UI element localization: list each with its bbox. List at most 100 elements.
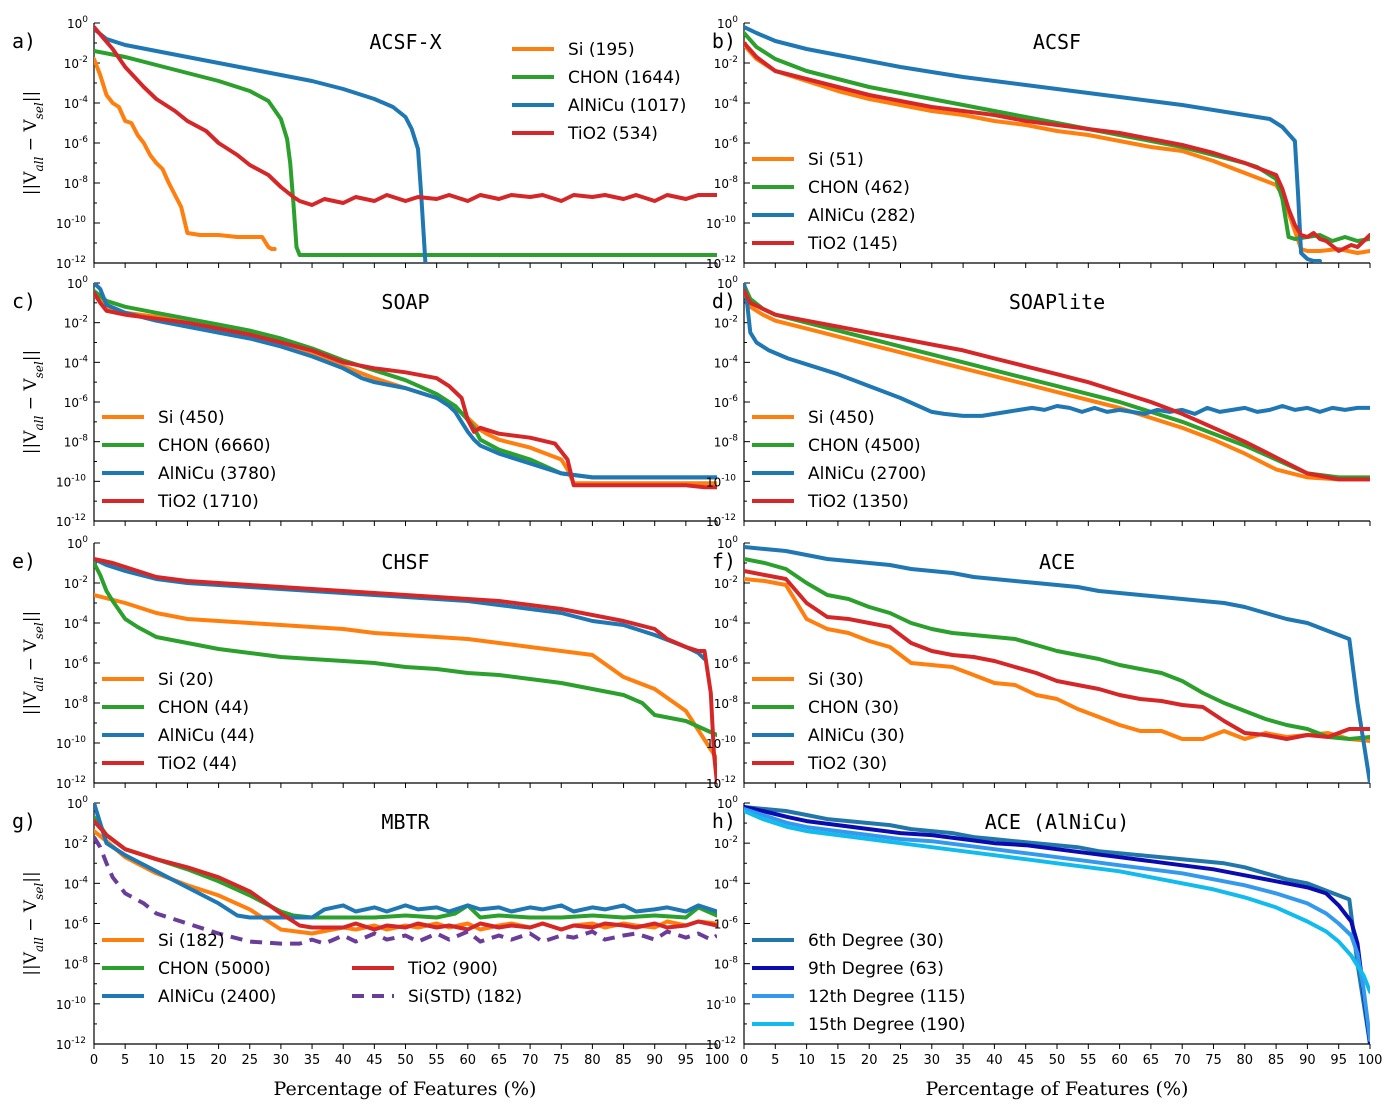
y-tick-label: 100 <box>717 535 738 551</box>
x-tick-label: 65 <box>491 1053 508 1068</box>
y-tick-label: 100 <box>717 795 738 811</box>
panel-title: ACE <box>1039 550 1075 574</box>
y-axis-label: ||Vall − Vsel|| <box>21 350 46 455</box>
series-line-si <box>744 290 1370 482</box>
legend: Si (450) CHON (4500) AlNiCu (2700) TiO2 (13… <box>752 408 926 512</box>
x-tick-label: 5 <box>121 1053 129 1068</box>
series-line-tio2 <box>744 41 1370 253</box>
x-tick-label: 15 <box>179 1053 196 1068</box>
panel-label: d) <box>712 289 736 313</box>
legend-label: Si (195) <box>568 40 635 60</box>
panel-title: MBTR <box>381 810 430 834</box>
series-line-chon <box>94 49 717 257</box>
y-tick-label: 10-8 <box>64 434 89 450</box>
panel-label: c) <box>12 289 36 313</box>
x-tick-label: 90 <box>646 1053 663 1068</box>
y-tick-label: 10-12 <box>706 255 736 271</box>
legend: Si (20) CHON (44) AlNiCu (44) TiO2 (44) <box>102 670 255 774</box>
x-tick-label: 55 <box>1080 1053 1097 1068</box>
y-tick-label: 10-8 <box>64 175 89 191</box>
y-tick-label: 100 <box>717 275 738 291</box>
panel-b: 100 10-2 10-4 10-6 10-8 10-10 10-12 b) ACSF Si (5… <box>706 15 1371 271</box>
y-tick-label: 10-10 <box>56 996 86 1012</box>
x-tick-label: 80 <box>1237 1053 1254 1068</box>
panel-h: 100 10-2 10-4 10-6 10-8 10-10 10-12 0 5 10 15 20 25 3… <box>706 795 1382 1068</box>
y-tick-label: 10-4 <box>714 354 739 370</box>
series-line-chon <box>94 561 717 737</box>
legend: Si (51) CHON (462) AlNiCu (282) TiO2 (145) <box>752 150 916 254</box>
y-tick-label: 10-10 <box>706 473 736 489</box>
y-tick-label: 10-12 <box>56 1036 86 1052</box>
series-line-12th-degree <box>744 807 1370 1042</box>
panel-label: a) <box>12 29 36 53</box>
legend-label: TiO2 (1350) <box>807 492 909 512</box>
x-tick-label: 45 <box>366 1053 383 1068</box>
legend-label: CHON (5000) <box>158 959 271 979</box>
y-tick-label: 100 <box>67 15 88 31</box>
legend: Si (450) CHON (6660) AlNiCu (3780) TiO2 (17… <box>102 408 276 512</box>
y-tick-label: 10-8 <box>64 695 89 711</box>
legend-label: 15th Degree (190) <box>808 1015 965 1035</box>
panel-label: g) <box>12 809 36 833</box>
y-tick-label: 10-6 <box>714 916 739 932</box>
legend-label: Si (182) <box>158 931 225 951</box>
series-line-tio2 <box>94 557 717 783</box>
y-axis-label: ||Vall − Vsel|| <box>21 611 46 716</box>
y-tick-label: 10-6 <box>714 135 739 151</box>
y-tick-label: 10-6 <box>64 135 89 151</box>
legend: Si (195) CHON (1644) AlNiCu (1017) TiO2 (53… <box>512 40 686 144</box>
legend-label: 9th Degree (63) <box>808 959 944 979</box>
series-line-alnicu <box>94 27 428 263</box>
series-line-15th-degree <box>744 809 1370 994</box>
legend-label: AlNiCu (3780) <box>158 464 276 484</box>
y-tick-label: 10-4 <box>714 615 739 631</box>
series-line-9th-degree <box>744 805 1370 1044</box>
panel-title: SOAP <box>381 290 429 314</box>
panel-label: f) <box>712 549 736 573</box>
x-tick-label: 60 <box>1111 1053 1128 1068</box>
x-tick-label: 40 <box>335 1053 352 1068</box>
x-tick-label: 30 <box>924 1053 941 1068</box>
series-line-si <box>94 57 277 251</box>
x-tick-label: 100 <box>705 1053 730 1068</box>
y-axis-label: ||Vall − Vsel|| <box>21 91 46 196</box>
legend-label: TiO2 (900) <box>407 959 498 979</box>
y-tick-label: 10-12 <box>706 513 736 529</box>
x-axis-label-left: Percentage of Features (%) <box>274 1078 537 1100</box>
legend-label: Si (20) <box>158 670 214 690</box>
y-tick-label: 10-2 <box>64 315 88 331</box>
x-tick-label: 85 <box>615 1053 632 1068</box>
x-axis-label-right: Percentage of Features (%) <box>926 1078 1189 1100</box>
panel-label: e) <box>12 549 36 573</box>
x-tick-label: 0 <box>90 1053 98 1068</box>
y-tick-label: 10-4 <box>714 875 739 891</box>
series-line-sistd <box>94 836 717 946</box>
x-tick-label: 75 <box>1205 1053 1222 1068</box>
x-tick-label: 20 <box>861 1053 878 1068</box>
y-tick-label: 100 <box>67 275 88 291</box>
series-line-alnicu <box>94 803 717 920</box>
series-line-alnicu <box>94 283 717 480</box>
legend-label: 6th Degree (30) <box>808 931 944 951</box>
legend-label: Si (51) <box>808 150 864 170</box>
y-tick-label: 10-12 <box>56 513 86 529</box>
legend: Si (182) CHON (5000) AlNiCu (2400) TiO2 (90… <box>102 931 522 1007</box>
legend-label: CHON (44) <box>158 698 249 718</box>
y-tick-label: 10-10 <box>706 735 736 751</box>
legend-label: CHON (4500) <box>808 436 921 456</box>
panel-c: 100 10-2 10-4 10-6 10-8 10-10 10-12 c) SOAP ||Val… <box>12 275 718 529</box>
legend-label: AlNiCu (30) <box>808 726 905 746</box>
y-tick-label: 10-4 <box>64 95 89 111</box>
legend-label: CHON (462) <box>808 178 910 198</box>
series-line-chon <box>94 815 717 920</box>
series-line-tio2 <box>94 290 717 490</box>
x-tick-label: 35 <box>304 1053 321 1068</box>
y-tick-label: 10-6 <box>714 655 739 671</box>
y-tick-label: 10-6 <box>64 916 89 932</box>
series-line-si <box>744 43 1370 255</box>
y-tick-label: 10-12 <box>56 775 86 791</box>
x-tick-label: 30 <box>273 1053 290 1068</box>
panel-g: 100 10-2 10-4 10-6 10-8 10-10 10-12 0 5 10 15 20 25 3… <box>12 795 729 1068</box>
x-tick-label: 70 <box>1174 1053 1191 1068</box>
legend-label: CHON (1644) <box>568 68 681 88</box>
